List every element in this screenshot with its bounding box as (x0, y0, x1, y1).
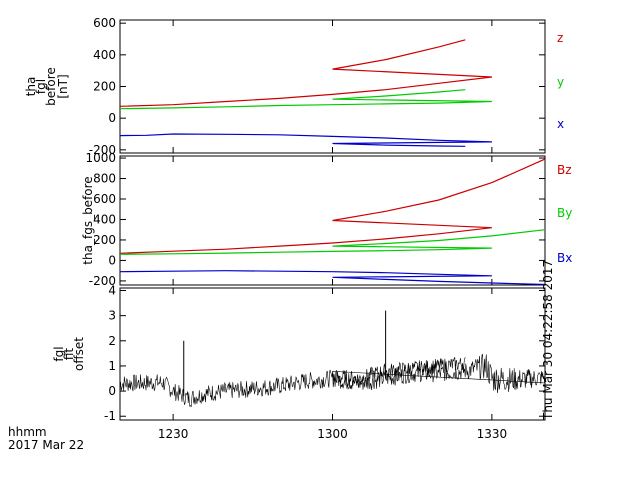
series-line-Bz (119, 158, 546, 254)
series-line-z (119, 39, 492, 107)
y-axis-label-line: fit (62, 348, 76, 361)
y-tick-label: 3 (108, 309, 116, 323)
y-axis-label-line: offset (72, 337, 86, 371)
y-tick-label: 400 (93, 48, 116, 62)
y-axis-label-line: before (44, 67, 58, 106)
y-axis-label-line: tha (24, 77, 38, 97)
series-line-x (119, 133, 492, 147)
y-tick-label: 800 (93, 172, 116, 186)
footer-date: 2017 Mar 22 (8, 438, 85, 452)
y-axis-label-line: [nT] (56, 74, 70, 98)
series-label-y: y (557, 75, 564, 89)
timestamp-vertical: Thu Mar 30 04:22:58 2017 (541, 260, 555, 421)
series-label-bx: Bx (557, 251, 572, 265)
y-tick-label: 600 (93, 16, 116, 30)
x-tick-label: 1330 (477, 427, 508, 441)
y-tick-label: -200 (89, 143, 116, 157)
y-tick-label: 200 (93, 80, 116, 94)
series-label-bz: Bz (557, 163, 572, 177)
panel-2: -200 0 200 400 600 800 1000 tha_fgs_before (81, 151, 546, 288)
y-tick-label: -1 (104, 409, 116, 423)
y-tick-label: 2 (108, 334, 116, 348)
panels-group: -2000200400600thafglbefore[nT]-200020040… (24, 16, 546, 441)
y-tick-label: 0 (108, 384, 116, 398)
y-axis-label-line: fgl (52, 346, 66, 361)
y-tick-label: 4 (108, 284, 116, 298)
y-axis-label-line: tha_fgs_before (81, 176, 95, 264)
series-line-y (119, 89, 492, 110)
y-tick-label: 0 (108, 111, 116, 125)
y-tick-label: 1 (108, 359, 116, 373)
y-tick-label: 1000 (85, 151, 116, 165)
series-label-x: x (557, 117, 564, 131)
x-tick-label: 1300 (317, 427, 348, 441)
footer-time-unit: hhmm (8, 425, 47, 439)
y-tick-label: 600 (93, 192, 116, 206)
y-tick-label: 200 (93, 233, 116, 247)
series-line-offset (119, 353, 545, 408)
panel-frame (119, 19, 546, 154)
series-line-By (119, 229, 546, 255)
y-tick-label: 0 (108, 253, 116, 267)
x-tick-label: 1230 (158, 427, 189, 441)
series-label-by: By (557, 206, 572, 220)
y-tick-label: 400 (93, 212, 116, 226)
series-labels-group: z y x Bz By Bx (557, 31, 572, 265)
y-tick-label: -200 (89, 274, 116, 288)
series-line-Bx (119, 270, 546, 286)
y-axis-label-line: fgl (34, 79, 48, 94)
series-label-z: z (557, 31, 563, 45)
